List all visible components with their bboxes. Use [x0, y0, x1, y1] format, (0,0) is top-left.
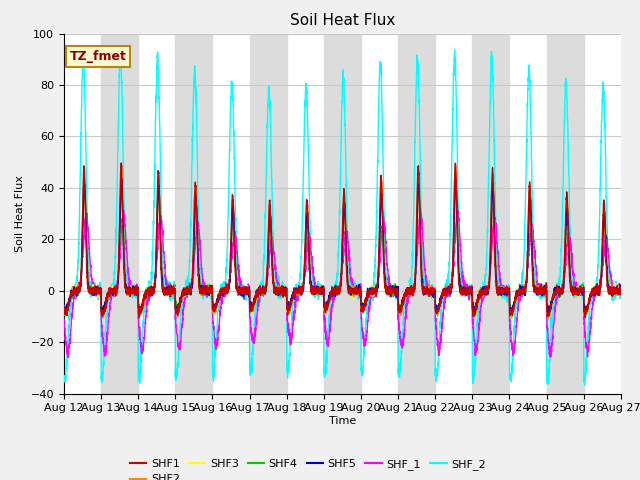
- SHF4: [617, 292, 625, 298]
- SHF5: [216, 289, 223, 295]
- Text: TZ_fmet: TZ_fmet: [70, 50, 127, 63]
- SHF_2: [580, 383, 588, 388]
- Y-axis label: Soil Heat Flux: Soil Heat Flux: [15, 175, 25, 252]
- SHF_1: [216, 315, 223, 321]
- SHF2: [564, 223, 572, 228]
- SHF_1: [64, 355, 72, 360]
- SHF5: [406, 287, 414, 293]
- SHF_2: [60, 378, 68, 384]
- Bar: [472, 34, 509, 394]
- SHF1: [617, 288, 625, 293]
- SHF3: [617, 288, 625, 294]
- SHF_2: [617, 284, 625, 290]
- Legend: SHF1, SHF2, SHF3, SHF4, SHF5, SHF_1, SHF_2: SHF1, SHF2, SHF3, SHF4, SHF5, SHF_1, SHF…: [125, 455, 490, 480]
- X-axis label: Time: Time: [329, 416, 356, 426]
- SHF_1: [564, 230, 572, 236]
- SHF1: [216, 290, 223, 296]
- Line: SHF5: SHF5: [64, 179, 621, 314]
- Line: SHF_2: SHF_2: [64, 50, 621, 385]
- Bar: [175, 34, 212, 394]
- SHF2: [617, 290, 625, 296]
- Bar: [398, 34, 435, 394]
- SHF_2: [451, 47, 458, 53]
- SHF3: [216, 293, 223, 299]
- SHF_1: [60, 316, 68, 322]
- SHF2: [617, 288, 625, 294]
- Line: SHF1: SHF1: [64, 163, 621, 318]
- SHF_2: [617, 288, 625, 294]
- SHF_2: [406, 279, 414, 285]
- SHF4: [216, 291, 223, 297]
- SHF1: [397, 309, 404, 314]
- SHF_1: [180, 307, 188, 313]
- SHF4: [397, 303, 404, 309]
- SHF2: [397, 313, 404, 319]
- Line: SHF4: SHF4: [64, 180, 621, 315]
- Line: SHF_1: SHF_1: [64, 208, 621, 358]
- SHF4: [617, 287, 625, 293]
- SHF3: [470, 315, 477, 321]
- Bar: [250, 34, 287, 394]
- SHF3: [180, 290, 188, 296]
- SHF5: [472, 311, 479, 317]
- SHF2: [452, 163, 460, 168]
- SHF3: [406, 283, 414, 289]
- SHF4: [60, 307, 68, 312]
- SHF3: [60, 307, 68, 312]
- SHF5: [617, 288, 625, 294]
- SHF4: [180, 288, 188, 294]
- SHF5: [118, 176, 125, 182]
- SHF_1: [406, 284, 414, 290]
- SHF_1: [617, 289, 625, 295]
- SHF5: [180, 290, 188, 296]
- SHF1: [406, 291, 414, 297]
- SHF1: [180, 291, 188, 297]
- SHF2: [179, 289, 187, 295]
- SHF1: [617, 286, 625, 291]
- SHF_1: [417, 205, 424, 211]
- Line: SHF2: SHF2: [64, 166, 621, 319]
- SHF_1: [617, 289, 625, 295]
- SHF3: [564, 216, 572, 221]
- SHF1: [582, 315, 589, 321]
- SHF4: [118, 177, 125, 183]
- Line: SHF3: SHF3: [64, 174, 621, 318]
- SHF_1: [397, 336, 404, 342]
- SHF4: [407, 289, 415, 295]
- SHF2: [216, 294, 223, 300]
- SHF5: [617, 288, 625, 293]
- SHF3: [397, 306, 404, 312]
- SHF3: [617, 288, 625, 294]
- Bar: [547, 34, 584, 394]
- SHF_2: [397, 364, 404, 370]
- SHF3: [118, 171, 125, 177]
- SHF_2: [216, 306, 223, 312]
- SHF2: [544, 316, 552, 322]
- SHF4: [99, 312, 106, 318]
- Title: Soil Heat Flux: Soil Heat Flux: [290, 13, 395, 28]
- SHF_2: [564, 136, 572, 142]
- SHF2: [406, 288, 414, 293]
- SHF4: [564, 216, 572, 221]
- SHF5: [564, 220, 572, 226]
- SHF5: [60, 304, 68, 310]
- SHF1: [117, 160, 125, 166]
- Bar: [324, 34, 361, 394]
- SHF1: [564, 220, 572, 226]
- SHF1: [60, 304, 68, 310]
- SHF5: [397, 303, 404, 309]
- SHF2: [60, 306, 68, 312]
- SHF_2: [179, 291, 187, 297]
- Bar: [101, 34, 138, 394]
